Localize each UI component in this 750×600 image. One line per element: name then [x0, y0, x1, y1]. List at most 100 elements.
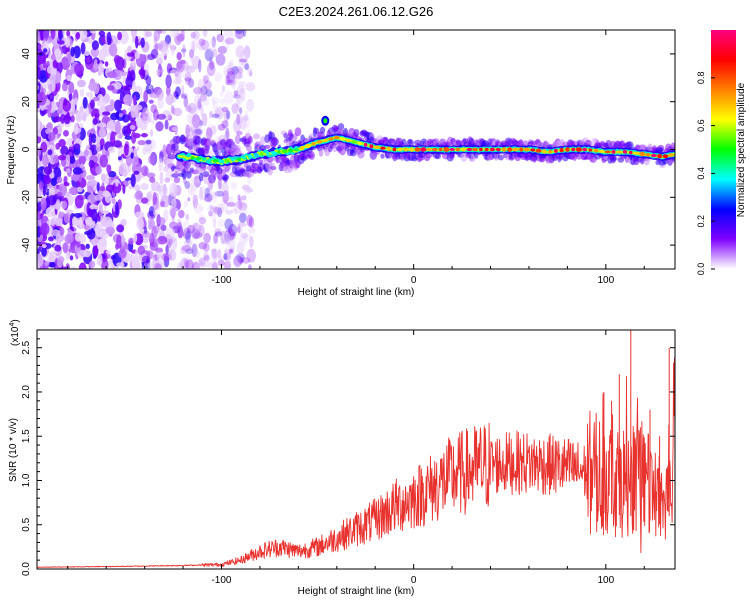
spectrogram-noise-blob	[247, 67, 253, 73]
spectrogram-noise-blob	[49, 73, 56, 84]
spectrogram-noise-blob	[211, 261, 218, 269]
spectrogram-noise-blob	[123, 94, 133, 106]
spectrogram-noise-blob	[142, 147, 148, 156]
spectrogram-noise-blob	[236, 252, 245, 263]
spectrogram-noise-blob	[84, 50, 90, 56]
spectrogram-ridge-peak	[363, 142, 368, 147]
spectrogram-noise-blob	[230, 79, 236, 88]
spectrogram-noise-blob	[58, 139, 66, 148]
spectrogram-noise-blob	[200, 90, 205, 98]
spectrogram-noise-blob	[222, 190, 229, 204]
spectrogram-noise-blob	[82, 112, 87, 122]
spectrogram-noise-blob	[98, 127, 107, 139]
spectrogram-noise-blob	[240, 202, 248, 211]
spectrogram-ridge-peak	[489, 147, 495, 152]
snr-y-tick-label: 1.5	[21, 429, 32, 443]
spectrogram-noise-blob	[207, 190, 214, 204]
spectrogram-halo	[214, 149, 219, 156]
spectrogram-noise-blob	[98, 63, 104, 75]
spectrogram-noise-blob	[198, 214, 204, 221]
spectrogram-noise-blob	[48, 83, 53, 91]
spectrogram-noise-blob	[145, 139, 152, 145]
spectrogram-noise-blob	[89, 204, 99, 210]
spectrogram-noise-blob	[37, 31, 41, 37]
spectrogram-noise-blob	[225, 229, 229, 242]
spectrogram-noise-blob	[57, 40, 65, 45]
spectrogram-noise-blob	[185, 127, 194, 137]
spectrogram-noise-blob	[213, 218, 217, 229]
spectrogram-noise-blob	[236, 97, 241, 109]
spectrogram-noise-blob	[119, 30, 129, 45]
spectrogram-noise-blob	[225, 209, 233, 215]
spectrogram-noise-blob	[95, 166, 102, 175]
spectrogram-noise-blob	[192, 181, 198, 192]
spectrogram-noise-blob	[113, 81, 122, 90]
spectrogram-noise-blob	[141, 165, 149, 177]
spectrogram-ridge-peak	[426, 147, 432, 152]
spectrogram-noise-blob	[235, 65, 242, 72]
spectrogram-noise-blob	[211, 248, 218, 259]
spectrogram-noise-blob	[202, 113, 208, 127]
spectrogram-noise-blob	[123, 143, 129, 156]
spectrogram-noise-blob	[104, 61, 109, 67]
spectrogram-noise-blob	[101, 173, 106, 183]
spectrogram-noise-blob	[235, 71, 243, 80]
spectrogram-noise-blob	[47, 195, 57, 206]
spectrogram-ridge-peak	[351, 140, 357, 144]
spectrogram-noise-blob	[121, 235, 125, 247]
spectrogram-noise-blob	[234, 30, 245, 40]
spectrogram-ridge-peak	[657, 154, 662, 159]
spectrogram-noise-blob	[243, 114, 249, 122]
spectrogram-ridge-peak	[519, 147, 524, 152]
spectrogram-noise-blob	[105, 249, 111, 255]
spectrogram-noise-blob	[197, 98, 202, 109]
spectrogram-noise-blob	[187, 102, 197, 114]
spectrogram-noise-blob	[184, 239, 193, 246]
spectrogram-noise-blob	[42, 155, 49, 167]
spectrogram-noise-blob	[240, 195, 247, 201]
spectrogram-noise-blob	[197, 89, 203, 96]
spectrogram-noise-blob	[130, 30, 137, 39]
spectrogram-noise-blob	[71, 30, 77, 35]
spectrogram-noise-blob	[40, 30, 44, 41]
snr-multiplier: (x104)	[9, 319, 21, 346]
spectrogram-noise-blob	[212, 206, 223, 215]
spectrogram-noise-blob	[184, 76, 191, 82]
spectrogram-halo	[493, 153, 499, 161]
spectrogram-noise-blob	[191, 40, 195, 55]
spectrogram-y-tick-label: -40	[21, 237, 32, 252]
spectrogram-noise-blob	[61, 82, 68, 92]
spectrogram-noise-blob	[37, 43, 42, 50]
spectrogram-noise-blob	[186, 111, 195, 124]
spectrogram-noise-blob	[203, 261, 213, 268]
spectrogram-noise-blob	[56, 191, 63, 197]
spectrogram-noise-blob	[221, 120, 229, 129]
snr-plot-area	[37, 330, 675, 569]
spectrogram-noise-blob	[163, 165, 169, 173]
spectrogram-ridge-peak	[594, 149, 599, 153]
spectrogram-noise-blob	[134, 51, 141, 60]
spectrogram-noise-blob	[220, 98, 226, 106]
spectrogram-halo	[318, 149, 324, 157]
spectrogram-noise-blob	[223, 253, 228, 261]
spectrogram-noise-blob	[85, 107, 90, 117]
spectrogram-halo	[183, 160, 191, 169]
spectrogram-noise-blob	[196, 261, 206, 269]
spectrogram-noise-blob	[148, 154, 155, 165]
spectrogram-noise-blob	[63, 175, 68, 182]
spectrogram-noise-blob	[62, 242, 69, 254]
spectrogram-noise-blob	[122, 184, 126, 195]
spectrogram-ridge-peak	[345, 138, 351, 142]
spectrogram-halo	[380, 153, 385, 159]
spectrogram-ridge-peak	[668, 153, 675, 157]
spectrogram-noise-blob	[127, 185, 138, 190]
spectrogram-noise-blob	[83, 248, 92, 258]
snr-panel: -100 0 100 0.0 0.5 1.0 1.5 2.0 2.5 Height of str…	[8, 319, 676, 597]
spectrogram-x-tick-label: 0	[411, 275, 417, 286]
spectrogram-noise-blob	[222, 239, 231, 244]
spectrogram-noise-blob	[235, 30, 243, 35]
spectrogram-noise-blob	[228, 236, 236, 249]
spectrogram-noise-blob	[217, 256, 221, 265]
spectrogram-noise-blob	[249, 235, 254, 248]
